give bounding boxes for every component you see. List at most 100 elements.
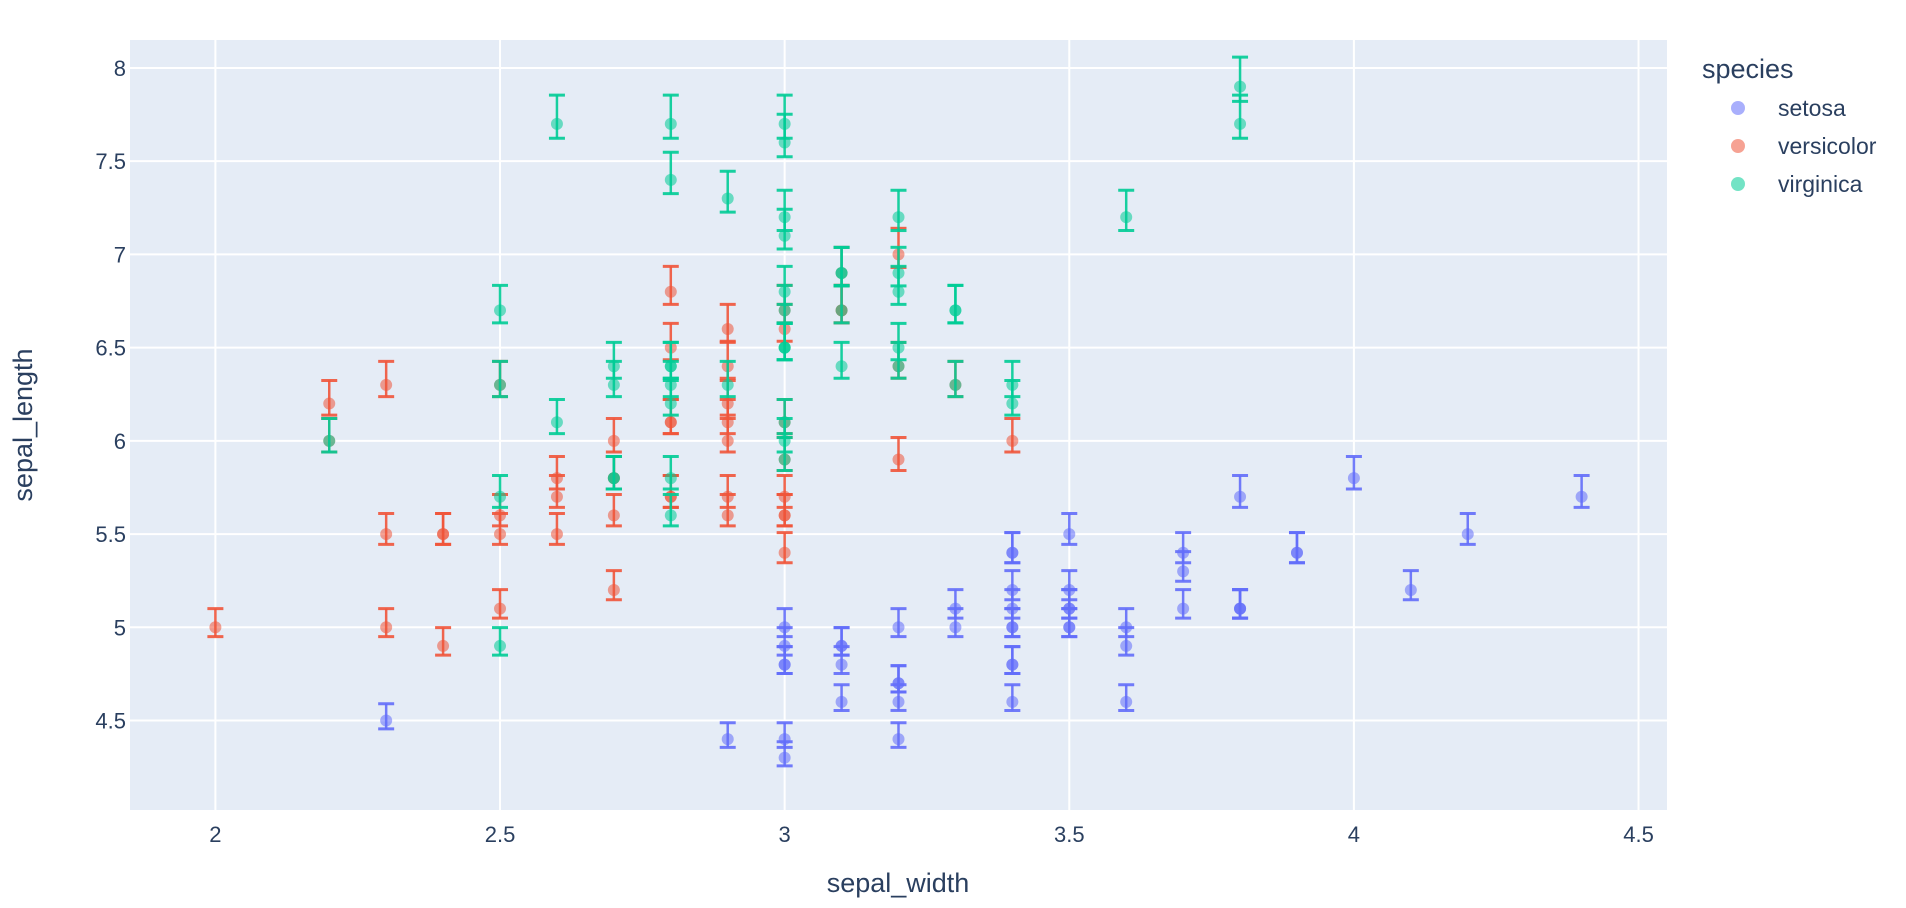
data-point — [550, 490, 563, 503]
data-point — [778, 490, 791, 503]
data-point — [892, 360, 905, 373]
data-point — [1006, 546, 1019, 559]
data-point — [1006, 621, 1019, 634]
legend-marker — [1731, 101, 1745, 115]
y-tick-label: 8 — [114, 56, 126, 81]
legend-item-virginica[interactable]: virginica — [1731, 171, 1863, 197]
data-point — [1234, 117, 1247, 130]
legend: species setosa versicolor virginica — [1702, 54, 1877, 197]
data-point — [1177, 602, 1190, 615]
x-tick-label: 2 — [209, 822, 221, 847]
data-point — [778, 341, 791, 354]
data-point — [1006, 658, 1019, 671]
data-point — [778, 658, 791, 671]
data-point — [721, 733, 734, 746]
data-point — [607, 434, 620, 447]
y-tick-labels: 4.5 5 5.5 6 6.5 7 7.5 8 — [95, 56, 126, 734]
data-point — [721, 509, 734, 522]
data-point — [835, 267, 848, 280]
x-tick-label: 4.5 — [1623, 822, 1654, 847]
data-markers — [207, 55, 1590, 768]
y-tick-label: 6.5 — [95, 336, 126, 361]
data-point — [835, 658, 848, 671]
data-point — [437, 639, 450, 652]
data-point — [494, 528, 507, 541]
data-point — [607, 472, 620, 485]
data-point — [778, 304, 791, 317]
data-point — [664, 378, 677, 391]
legend-item-setosa[interactable]: setosa — [1731, 95, 1846, 121]
series-setosa — [378, 455, 1590, 768]
data-point — [892, 621, 905, 634]
legend-item-versicolor[interactable]: versicolor — [1731, 133, 1877, 159]
data-point — [664, 173, 677, 186]
data-point — [949, 304, 962, 317]
data-point — [721, 378, 734, 391]
data-point — [1063, 621, 1076, 634]
data-point — [607, 584, 620, 596]
data-point — [1006, 602, 1019, 615]
data-point — [892, 211, 905, 224]
data-point — [1347, 472, 1360, 485]
y-axis-title: sepal_length — [8, 348, 38, 501]
x-tick-label: 3.5 — [1054, 822, 1085, 847]
data-point — [664, 509, 677, 522]
data-point — [1006, 397, 1019, 410]
data-point — [778, 453, 791, 466]
y-tick-label: 7 — [114, 242, 126, 267]
data-point — [721, 192, 734, 205]
x-tick-label: 3 — [779, 822, 791, 847]
data-point — [1234, 80, 1247, 93]
y-tick-label: 6 — [114, 429, 126, 454]
series-virginica — [321, 55, 1249, 657]
data-point — [1461, 528, 1474, 541]
data-point — [778, 509, 791, 522]
data-point — [550, 117, 563, 130]
legend-marker — [1731, 139, 1745, 153]
data-point — [380, 528, 393, 541]
data-point — [835, 639, 848, 652]
y-tick-label: 7.5 — [95, 149, 126, 174]
data-point — [835, 360, 848, 373]
data-point — [494, 304, 507, 317]
data-point — [1290, 546, 1303, 559]
data-point — [664, 117, 677, 130]
data-point — [550, 472, 563, 485]
data-point — [835, 304, 848, 317]
data-point — [607, 378, 620, 391]
data-point — [323, 434, 336, 447]
data-point — [1063, 584, 1076, 596]
data-point — [721, 322, 734, 335]
data-point — [437, 528, 450, 541]
legend-title: species — [1702, 54, 1794, 84]
data-point — [892, 453, 905, 466]
data-point — [835, 695, 848, 708]
data-point — [1404, 584, 1417, 596]
data-point — [323, 397, 336, 410]
data-point — [721, 434, 734, 447]
data-point — [494, 639, 507, 652]
data-point — [1177, 565, 1190, 578]
data-point — [721, 397, 734, 410]
data-point — [778, 621, 791, 634]
data-point — [778, 751, 791, 764]
data-point — [778, 211, 791, 224]
data-point — [607, 509, 620, 522]
legend-marker — [1731, 177, 1745, 191]
legend-label: versicolor — [1778, 133, 1877, 159]
data-point — [380, 621, 393, 634]
data-point — [550, 416, 563, 429]
data-point — [778, 117, 791, 130]
data-point — [380, 378, 393, 391]
data-point — [380, 714, 393, 727]
data-point — [892, 733, 905, 746]
data-point — [892, 285, 905, 298]
data-point — [1575, 490, 1588, 503]
x-tick-label: 4 — [1348, 822, 1360, 847]
data-point — [494, 378, 507, 391]
data-point — [1006, 434, 1019, 447]
data-point — [778, 733, 791, 746]
data-point — [1234, 602, 1247, 615]
data-point — [664, 416, 677, 429]
